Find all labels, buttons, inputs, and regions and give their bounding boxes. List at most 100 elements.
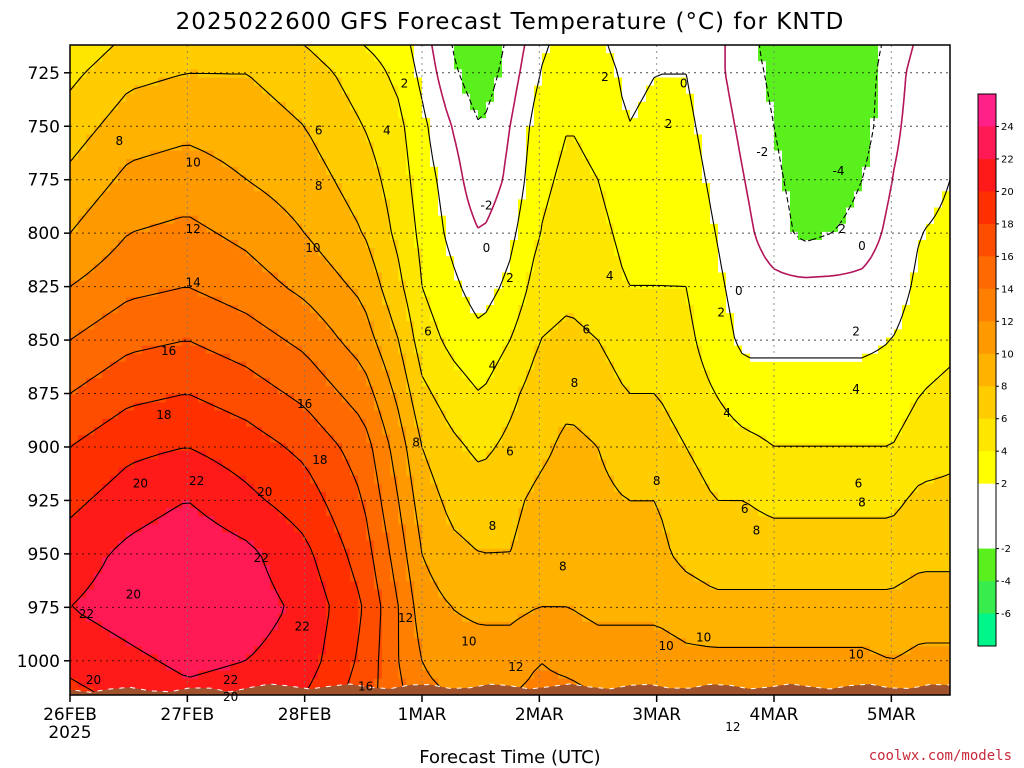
field-cell <box>86 353 95 363</box>
field-cell <box>934 61 943 70</box>
field-cell <box>358 264 367 274</box>
field-cell <box>918 394 927 404</box>
field-cell <box>558 329 567 339</box>
field-cell <box>942 240 950 249</box>
field-cell <box>358 313 367 322</box>
field-cell <box>630 183 639 192</box>
field-cell <box>846 118 855 127</box>
field-cell <box>718 166 727 176</box>
field-cell <box>350 69 359 79</box>
field-cell <box>142 126 151 135</box>
field-cell <box>246 158 255 168</box>
field-cell <box>886 61 895 70</box>
field-cell <box>910 345 919 355</box>
field-cell <box>342 248 351 257</box>
field-cell <box>102 134 111 144</box>
field-cell <box>430 101 439 111</box>
field-cell <box>790 256 799 265</box>
field-cell <box>270 256 279 265</box>
field-cell <box>422 345 431 355</box>
field-cell <box>86 199 95 209</box>
field-cell <box>214 45 223 54</box>
field-cell <box>494 402 503 412</box>
field-cell <box>174 394 183 404</box>
field-cell <box>118 321 127 330</box>
field-cell <box>590 175 599 184</box>
field-cell <box>878 345 887 355</box>
field-cell <box>158 150 167 160</box>
field-cell <box>790 223 799 233</box>
field-cell <box>422 215 431 225</box>
field-cell <box>518 134 527 144</box>
field-cell <box>126 345 135 355</box>
field-cell <box>430 296 439 306</box>
field-cell <box>182 410 191 420</box>
field-cell <box>126 77 135 87</box>
field-cell <box>854 296 863 306</box>
field-cell <box>886 142 895 152</box>
field-cell <box>590 223 599 233</box>
field-cell <box>462 118 471 127</box>
field-cell <box>310 85 319 95</box>
field-cell <box>214 321 223 330</box>
field-cell <box>222 53 231 62</box>
field-cell <box>694 101 703 111</box>
field-cell <box>390 53 399 62</box>
field-cell <box>782 166 791 176</box>
field-cell <box>422 394 431 404</box>
field-cell <box>382 248 391 257</box>
field-cell <box>254 215 263 225</box>
field-cell <box>598 175 607 184</box>
field-cell <box>230 370 239 379</box>
field-cell <box>758 256 767 265</box>
field-cell <box>694 361 703 371</box>
field-cell <box>454 110 463 119</box>
field-cell <box>318 231 327 241</box>
field-cell <box>334 353 343 363</box>
field-cell <box>670 77 679 87</box>
field-cell <box>286 296 295 306</box>
field-cell <box>366 264 375 274</box>
field-cell <box>862 329 871 339</box>
field-cell <box>662 175 671 184</box>
field-cell <box>822 142 831 152</box>
field-cell <box>734 288 743 298</box>
field-cell <box>70 166 79 176</box>
field-cell <box>102 288 111 298</box>
field-cell <box>182 215 191 225</box>
field-cell <box>742 394 751 404</box>
field-cell <box>558 215 567 225</box>
field-cell <box>230 231 239 241</box>
field-cell <box>678 345 687 355</box>
field-cell <box>574 175 583 184</box>
field-cell <box>566 158 575 168</box>
field-cell <box>902 199 911 209</box>
field-cell <box>718 256 727 265</box>
field-cell <box>734 53 743 62</box>
field-cell <box>238 378 247 387</box>
field-cell <box>110 61 119 70</box>
field-cell <box>878 85 887 95</box>
field-cell <box>366 345 375 355</box>
field-cell <box>158 199 167 209</box>
field-cell <box>190 378 199 387</box>
field-cell <box>550 85 559 95</box>
field-cell <box>750 85 759 95</box>
field-cell <box>774 345 783 355</box>
field-cell <box>430 353 439 363</box>
field-cell <box>918 361 927 371</box>
field-cell <box>638 361 647 371</box>
field-cell <box>766 61 775 70</box>
field-cell <box>134 69 143 79</box>
field-cell <box>190 183 199 192</box>
field-cell <box>726 134 735 144</box>
field-cell <box>382 337 391 347</box>
field-cell <box>78 280 87 290</box>
field-cell <box>182 101 191 111</box>
field-cell <box>150 77 159 87</box>
field-cell <box>270 126 279 135</box>
field-cell <box>518 93 527 103</box>
field-cell <box>230 361 239 371</box>
field-cell <box>414 313 423 322</box>
field-cell <box>654 134 663 144</box>
